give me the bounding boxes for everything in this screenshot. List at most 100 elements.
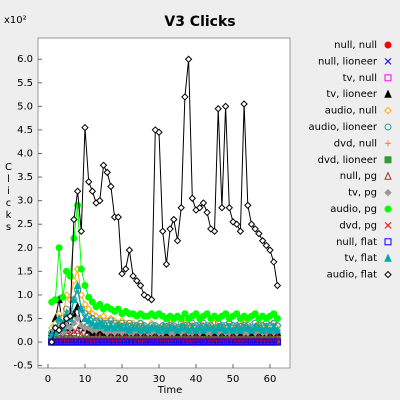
y-tick-label: 5.5 [17,78,33,89]
data-point [66,312,74,320]
x-axis-label: Time [157,385,182,396]
data-point [81,300,89,309]
data-point [133,338,141,346]
data-point [133,323,141,332]
data-point [262,241,271,250]
data-point [92,338,100,346]
data-point [222,338,230,346]
data-point [121,265,130,273]
y-tick-label: 3.5 [17,172,33,183]
data-point [207,323,215,332]
data-point [81,332,89,341]
data-point [99,161,108,169]
data-point [114,338,122,346]
data-point [232,332,241,341]
data-point [121,323,130,332]
data-point [118,270,126,278]
x-tick-label: 60 [264,374,277,385]
data-point [77,227,86,235]
data-point [192,310,200,318]
chart-title: V3 Clicks [164,14,235,30]
data-point [240,100,248,108]
data-point [188,323,197,332]
data-point [210,227,219,235]
data-point [137,338,145,346]
legend-marker [384,253,392,262]
data-point [266,246,274,254]
data-point [55,338,63,346]
data-point [262,338,270,346]
data-point [244,323,252,332]
data-point [96,196,104,205]
data-point [51,324,60,332]
data-point [251,225,259,233]
data-point [74,338,82,346]
data-point [136,281,145,290]
data-point [255,229,263,238]
data-point [244,332,252,341]
data-point [81,313,89,322]
legend-marker [384,41,392,49]
data-point [203,310,211,318]
y-tick-label: 3.0 [17,196,33,207]
data-point [151,332,160,341]
data-point [218,204,226,212]
data-point [233,220,241,228]
data-point [107,320,115,330]
data-point [140,291,148,299]
data-point [177,204,185,212]
y-tick-label: 6.0 [17,54,33,65]
data-point [225,204,234,212]
legend-label: null, flat [336,237,377,248]
legend-marker [384,171,392,180]
data-point [88,187,97,195]
legend-marker [384,238,392,246]
data-point [214,338,222,346]
data-point [188,332,197,341]
data-point [177,338,185,346]
data-point [184,55,193,63]
data-point [270,338,278,346]
data-point [77,338,85,346]
y-tick-label: 2.0 [17,243,33,254]
y-tick-label: 4.0 [17,149,33,160]
data-point [181,93,189,101]
data-point [114,320,123,330]
data-point [70,319,78,327]
data-point [85,293,93,301]
y-tick-label: 0.5 [17,314,33,325]
data-point [70,338,78,346]
data-point [273,338,281,346]
data-point [114,305,122,313]
data-point [229,332,237,341]
data-point [77,304,86,313]
data-point [170,323,178,332]
data-point [84,305,93,313]
legend-label: audio, null [325,106,377,117]
y-tick-label: 2.5 [17,219,33,230]
data-point [133,332,141,341]
data-point [121,332,130,341]
data-point [170,332,178,341]
data-point [148,338,156,346]
data-point [270,310,278,318]
data-point [251,338,259,346]
data-point [199,199,208,207]
data-point [185,338,193,346]
data-point [203,208,211,217]
data-point [122,338,130,346]
data-point [166,338,174,346]
x-tick-label: 10 [79,374,92,385]
data-point [84,332,93,341]
data-point [129,332,137,341]
data-point [270,258,278,266]
data-point [181,332,189,341]
data-point [66,324,74,332]
data-point [218,338,226,346]
data-point [66,338,74,346]
data-point [114,332,123,341]
data-point [77,265,85,273]
data-point [47,338,56,346]
